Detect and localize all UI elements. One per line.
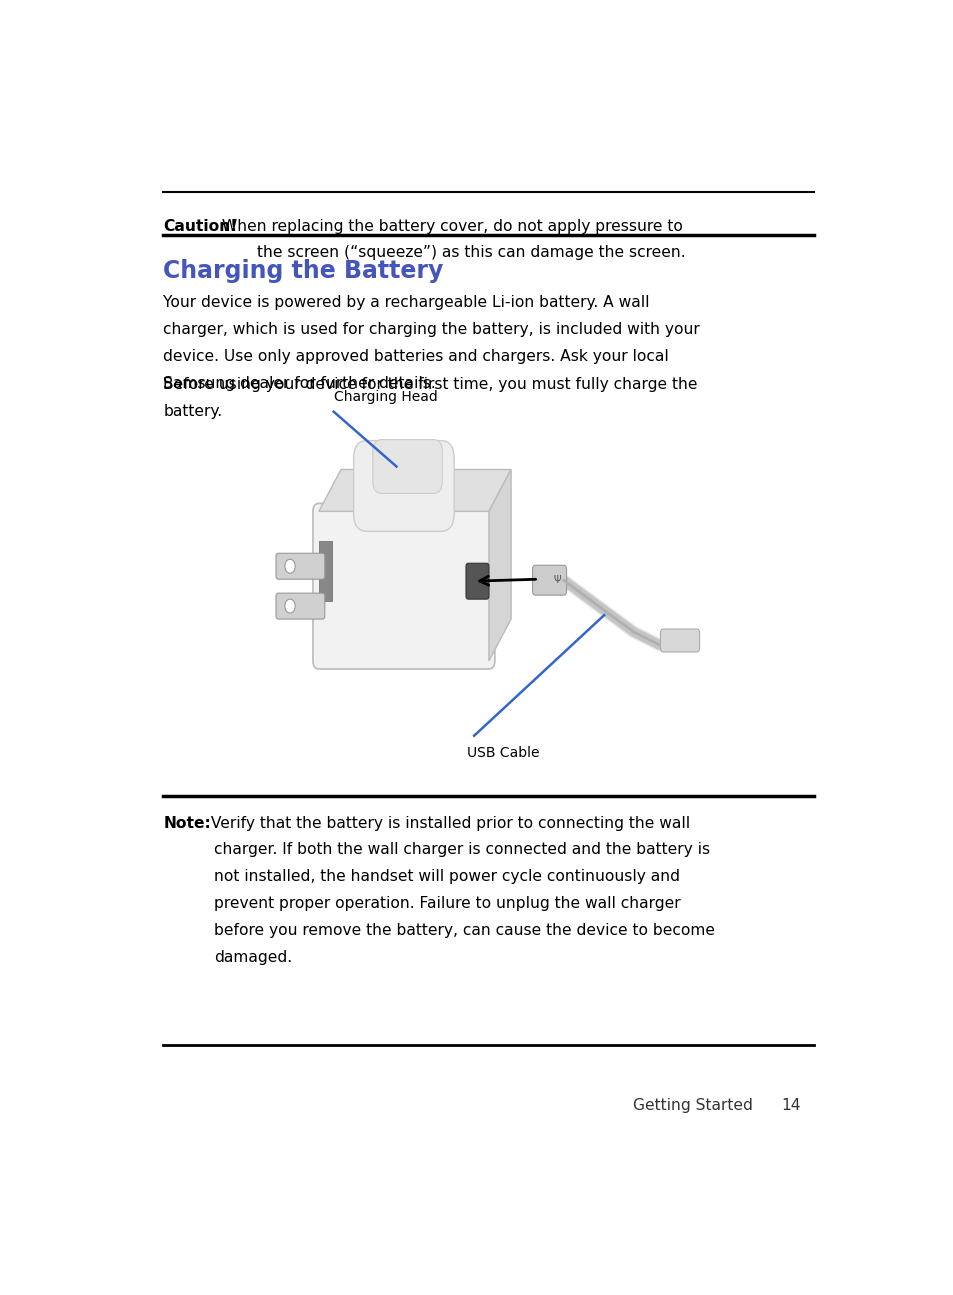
Circle shape bbox=[285, 600, 294, 613]
FancyBboxPatch shape bbox=[373, 439, 442, 493]
FancyBboxPatch shape bbox=[313, 504, 495, 670]
Text: When replacing the battery cover, do not apply pressure to: When replacing the battery cover, do not… bbox=[217, 219, 682, 234]
Circle shape bbox=[285, 559, 294, 574]
FancyBboxPatch shape bbox=[659, 629, 699, 651]
Text: charger, which is used for charging the battery, is included with your: charger, which is used for charging the … bbox=[163, 322, 700, 337]
Text: Caution!: Caution! bbox=[163, 219, 237, 234]
Text: device. Use only approved batteries and chargers. Ask your local: device. Use only approved batteries and … bbox=[163, 348, 668, 364]
Text: damaged.: damaged. bbox=[213, 949, 292, 965]
Text: Charging Head: Charging Head bbox=[334, 390, 437, 404]
FancyBboxPatch shape bbox=[532, 565, 566, 596]
Text: Ψ: Ψ bbox=[553, 575, 560, 585]
Text: Before using your device for the first time, you must fully charge the: Before using your device for the first t… bbox=[163, 377, 698, 392]
Polygon shape bbox=[488, 470, 511, 660]
Text: Charging the Battery: Charging the Battery bbox=[163, 259, 443, 284]
Text: before you remove the battery, can cause the device to become: before you remove the battery, can cause… bbox=[213, 923, 714, 938]
Text: USB Cable: USB Cable bbox=[466, 746, 538, 760]
Text: Samsung dealer for further details.: Samsung dealer for further details. bbox=[163, 376, 436, 391]
Text: Verify that the battery is installed prior to connecting the wall: Verify that the battery is installed pri… bbox=[206, 816, 690, 830]
Text: Note:: Note: bbox=[163, 816, 211, 830]
Text: prevent proper operation. Failure to unplug the wall charger: prevent proper operation. Failure to unp… bbox=[213, 896, 679, 910]
Text: not installed, the handset will power cycle continuously and: not installed, the handset will power cy… bbox=[213, 869, 679, 884]
Text: Your device is powered by a rechargeable Li-ion battery. A wall: Your device is powered by a rechargeable… bbox=[163, 295, 649, 310]
Text: Getting Started: Getting Started bbox=[633, 1098, 752, 1112]
Text: the screen (“squeeze”) as this can damage the screen.: the screen (“squeeze”) as this can damag… bbox=[256, 246, 684, 260]
FancyBboxPatch shape bbox=[354, 440, 454, 531]
Text: charger. If both the wall charger is connected and the battery is: charger. If both the wall charger is con… bbox=[213, 842, 709, 857]
FancyBboxPatch shape bbox=[275, 593, 324, 619]
FancyBboxPatch shape bbox=[465, 563, 488, 600]
Bar bbox=[318, 541, 332, 601]
Text: 14: 14 bbox=[781, 1098, 800, 1112]
FancyBboxPatch shape bbox=[275, 553, 324, 579]
Polygon shape bbox=[318, 470, 511, 512]
Text: battery.: battery. bbox=[163, 404, 222, 418]
